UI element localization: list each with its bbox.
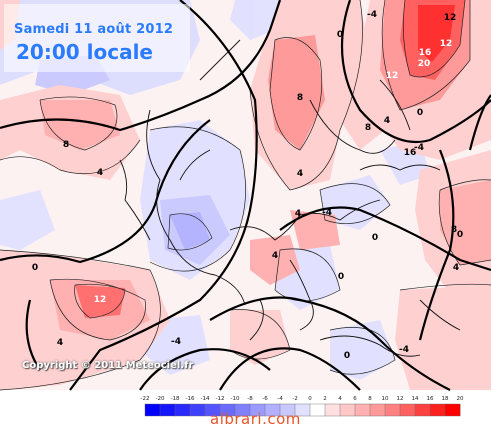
isobar-lines [0, 0, 491, 391]
scale-tick-label: 0 [308, 396, 312, 402]
scale-tick-label: -6 [262, 396, 268, 402]
scale-tick-label: 12 [396, 396, 404, 402]
scale-tick-label: -16 [185, 396, 195, 402]
coastlines [119, 39, 461, 357]
contour-label: 8 [451, 225, 457, 235]
contour-label: 0 [32, 263, 38, 273]
scale-tick-label: 6 [353, 396, 357, 402]
contour-label: -4 [367, 10, 377, 20]
scale-swatch [444, 403, 461, 417]
contour-label: 0 [344, 351, 350, 361]
contour-label: 0 [337, 30, 343, 40]
contour-label: 4 [97, 168, 103, 178]
contour-label: 4 [384, 116, 390, 126]
contour-label: 0 [417, 108, 423, 118]
contour-label: -4 [399, 345, 409, 355]
scale-tick-label: -20 [155, 396, 165, 402]
warm-anomaly-areas [0, 0, 491, 390]
scale-tick-label: -8 [247, 396, 253, 402]
contour-label: 16 [419, 48, 432, 58]
title-panel [4, 4, 190, 72]
contour-label: 12 [444, 13, 457, 23]
scale-tick-label: 10 [381, 396, 389, 402]
scale-tick-label: -12 [215, 396, 225, 402]
contour-label: 4 [272, 251, 278, 261]
contour-label: 0 [372, 233, 378, 243]
scale-tick-label: 16 [426, 396, 434, 402]
color-scale-bar [144, 403, 461, 417]
contour-label: 0 [457, 230, 463, 240]
contour-label: 8 [63, 140, 69, 150]
contour-label: 4 [295, 209, 301, 219]
scale-tick-label: 14 [411, 396, 419, 402]
color-scale-labels: -22 -20 -18 -16 -14 -12 -10 -8 -6 -4 -2 0 2 4 6 8 10 12 14… [140, 396, 470, 406]
contour-label: 0 [338, 272, 344, 282]
scale-tick-label: -10 [230, 396, 240, 402]
contour-label: -4 [171, 337, 181, 347]
scale-tick-label: 4 [338, 396, 342, 402]
scale-tick-label: -4 [277, 396, 283, 402]
contour-label: 16 [404, 148, 417, 158]
contour-label: 20 [418, 59, 431, 69]
watermark: albrari.com [210, 410, 301, 428]
contour-label: 8 [297, 93, 303, 103]
scale-tick-label: -18 [170, 396, 180, 402]
copyright-notice: Copyright © 2011 Meteociel.fr [22, 360, 194, 371]
contour-label: -4 [322, 208, 332, 218]
contour-labels: 12121216208812840-440-41640-404840-440-4… [32, 10, 463, 361]
contour-label: 4 [453, 263, 459, 273]
contour-label: 12 [440, 39, 453, 49]
contour-label: 4 [57, 338, 63, 348]
scale-tick-label: -14 [200, 396, 210, 402]
title-time: 20:00 locale [16, 40, 153, 64]
contour-label: 12 [94, 295, 107, 305]
scale-tick-label: -22 [140, 396, 150, 402]
scale-tick-label: 8 [368, 396, 372, 402]
scale-tick-label: 2 [323, 396, 327, 402]
scale-tick-label: -2 [292, 396, 298, 402]
contour-label: -4 [414, 143, 424, 153]
contour-label: 4 [297, 169, 303, 179]
contour-label: 12 [386, 71, 399, 81]
contour-label: 8 [365, 123, 371, 133]
title-date: Samedi 11 août 2012 [14, 22, 174, 37]
scale-tick-label: 18 [441, 396, 449, 402]
scale-tick-label: 20 [456, 396, 464, 402]
